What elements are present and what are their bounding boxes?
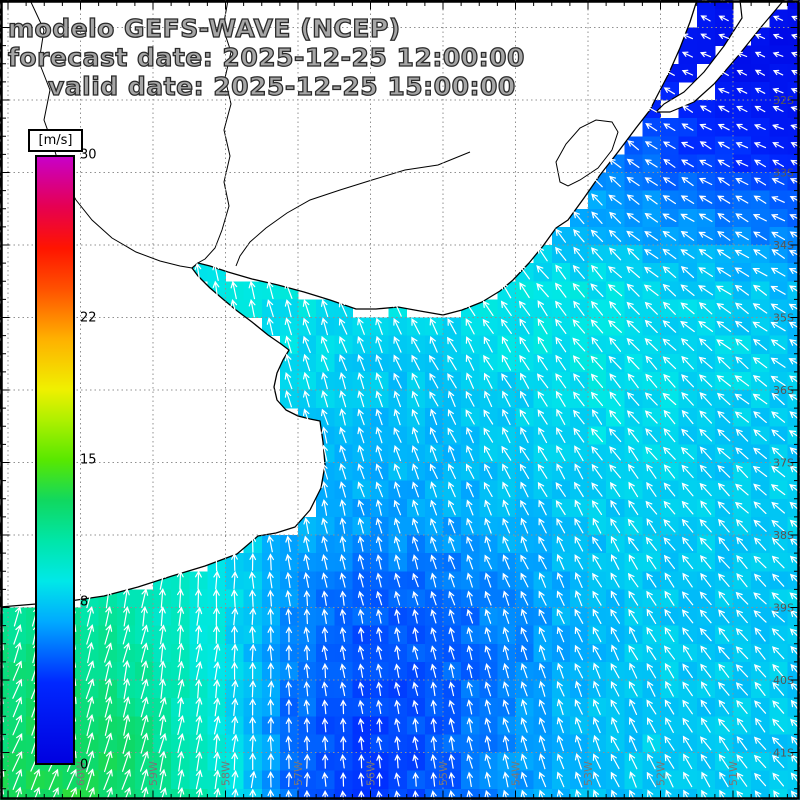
colorbar-tick-label: 30	[80, 147, 97, 163]
lon-label: 57W	[292, 761, 305, 786]
lagoon-outline	[555, 119, 619, 187]
river	[195, 0, 232, 265]
lat-label: 36S	[773, 384, 794, 397]
lat-label: 32S	[773, 94, 794, 107]
lat-label: 33S	[773, 167, 794, 180]
lon-label: 56W	[365, 761, 378, 786]
lat-label: 39S	[773, 602, 794, 615]
lat-label: 41S	[773, 747, 794, 760]
river	[235, 151, 471, 267]
lat-label: 34S	[773, 239, 794, 252]
colorbar-tick-label: 22	[80, 310, 97, 326]
colorbar-tick-label: 8	[80, 594, 89, 610]
lat-label: 38S	[773, 529, 794, 542]
colorbar-gradient	[35, 155, 75, 765]
lon-label: 52W	[655, 761, 668, 786]
lat-label: 40S	[773, 674, 794, 687]
axis-labels-layer: 32S 33S 34S 35S 36S 37S 38S 39S 40S 41S 60W 59W 58W 5…	[75, 94, 795, 786]
lon-label: 60W	[75, 761, 88, 786]
lon-label: 58W	[220, 761, 233, 786]
lat-label: 37S	[773, 457, 794, 470]
lon-label: 54W	[510, 761, 523, 786]
lon-label: 59W	[147, 761, 160, 786]
colorbar-unit-label: [m/s]	[28, 129, 83, 152]
lon-label: 51W	[727, 761, 740, 786]
colorbar-tick-label: 0	[80, 757, 89, 773]
lon-label: 55W	[437, 761, 450, 786]
colorbar-tick-label: 15	[80, 452, 97, 468]
coastline	[0, 0, 698, 608]
lon-label: 53W	[582, 761, 595, 786]
lat-label: 35S	[773, 312, 794, 325]
